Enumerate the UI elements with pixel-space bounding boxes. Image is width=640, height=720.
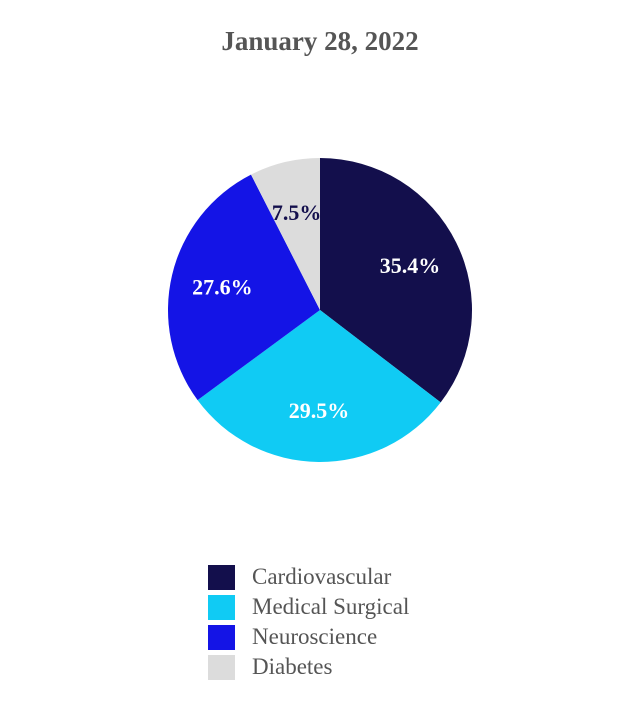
- pie-slices: [168, 158, 473, 462]
- slice-label-cardiovascular: 35.4%: [380, 253, 441, 278]
- slice-label-medical-surgical: 29.5%: [289, 398, 350, 423]
- pie-slice-labels: 35.4% 29.5% 27.6% 7.5%: [192, 200, 440, 423]
- legend-swatch: [208, 564, 235, 590]
- slice-label-diabetes: 7.5%: [272, 200, 322, 225]
- legend-label: Diabetes: [252, 654, 333, 679]
- legend-swatch: [208, 594, 235, 620]
- pie-slice-neuroscience: [168, 174, 320, 401]
- slice-label-neuroscience: 27.6%: [192, 274, 253, 299]
- legend-item-neuroscience: Neuroscience: [208, 622, 409, 652]
- legend: Cardiovascular Medical Surgical Neuroscien…: [208, 562, 409, 682]
- chart-title: January 28, 2022: [221, 26, 419, 56]
- legend-item-diabetes: Diabetes: [208, 652, 409, 682]
- legend-item-medical-surgical: Medical Surgical: [208, 592, 409, 622]
- legend-swatch: [208, 624, 235, 650]
- legend-swatch: [208, 654, 235, 680]
- pie-slice-diabetes: [250, 158, 320, 310]
- legend-label: Medical Surgical: [252, 594, 410, 619]
- legend-label: Neuroscience: [252, 624, 378, 649]
- legend-label: Cardiovascular: [252, 564, 392, 589]
- pie-slice-cardiovascular: [320, 158, 473, 403]
- pie-slice-medical-surgical: [197, 310, 441, 462]
- legend-item-cardiovascular: Cardiovascular: [208, 562, 409, 592]
